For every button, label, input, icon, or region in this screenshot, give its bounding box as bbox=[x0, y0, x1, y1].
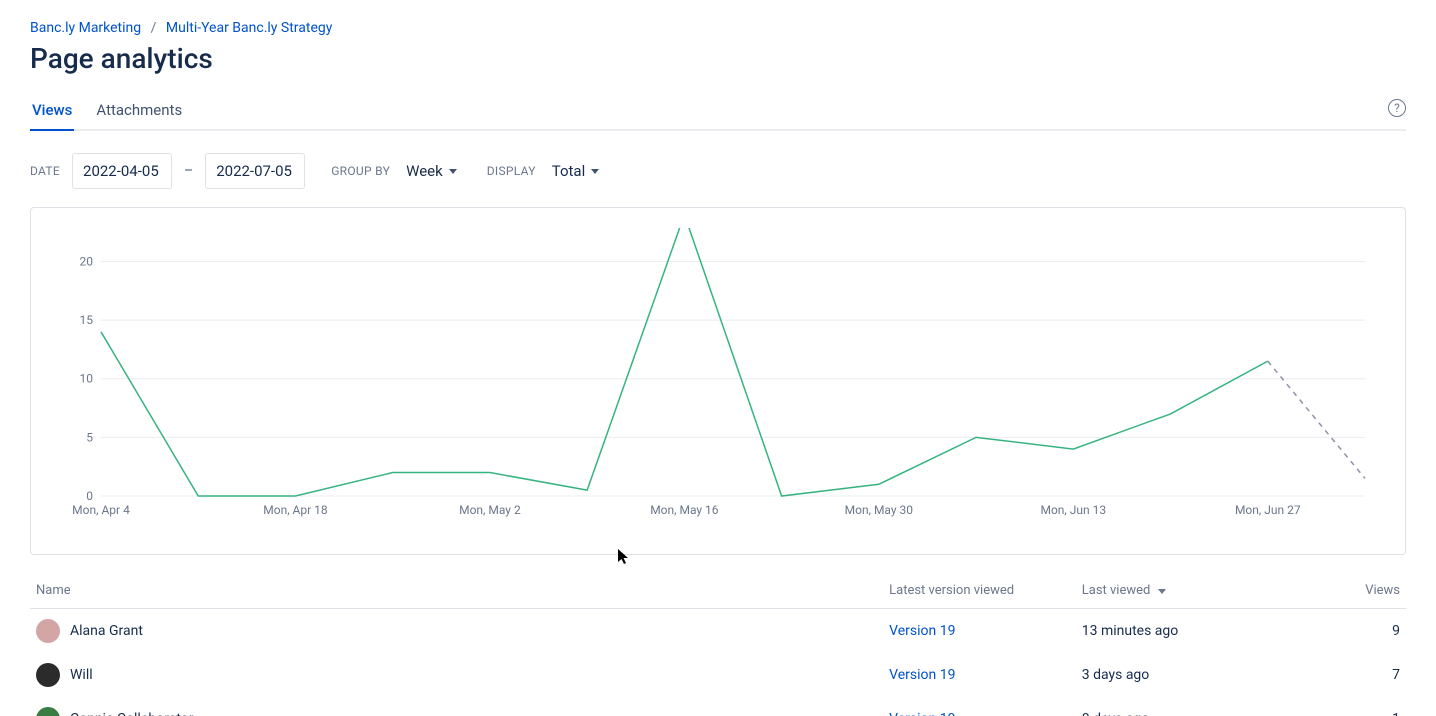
help-icon[interactable]: ? bbox=[1388, 99, 1406, 117]
viewers-table: Name Latest version viewed Last viewed V… bbox=[30, 575, 1406, 716]
display-select[interactable]: Total bbox=[548, 156, 604, 186]
filter-bar: DATE 2022-04-05 – 2022-07-05 GROUP BY We… bbox=[30, 131, 1406, 207]
views-count: 9 bbox=[1296, 609, 1406, 654]
svg-text:Mon, Apr 4: Mon, Apr 4 bbox=[72, 503, 130, 517]
date-label: DATE bbox=[30, 164, 60, 178]
sort-descending-icon bbox=[1158, 589, 1166, 594]
viewer-name: Will bbox=[70, 667, 93, 683]
last-viewed-value: 3 days ago bbox=[1076, 653, 1296, 697]
svg-text:15: 15 bbox=[80, 313, 94, 327]
svg-text:0: 0 bbox=[86, 489, 93, 503]
views-chart: 0 5 10 15 20 Mon, Apr 4 Mon, Apr 18 Mon, May 2 M… bbox=[30, 207, 1406, 555]
views-count: 7 bbox=[1296, 653, 1406, 697]
svg-text:Mon, May 2: Mon, May 2 bbox=[459, 503, 521, 517]
breadcrumb-link-space[interactable]: Banc.ly Marketing bbox=[30, 20, 141, 36]
date-to-input[interactable]: 2022-07-05 bbox=[205, 153, 305, 189]
chevron-down-icon bbox=[449, 169, 457, 174]
svg-text:5: 5 bbox=[86, 430, 93, 444]
col-header-last-viewed-label: Last viewed bbox=[1082, 583, 1151, 598]
col-header-views[interactable]: Views bbox=[1296, 575, 1406, 609]
last-viewed-value: 8 days ago bbox=[1076, 697, 1296, 716]
page-title: Page analytics bbox=[30, 42, 1406, 75]
table-row[interactable]: Alana Grant Version 19 13 minutes ago9 bbox=[30, 609, 1406, 654]
avatar bbox=[36, 663, 60, 687]
version-link[interactable]: Version 19 bbox=[889, 711, 955, 716]
date-range-dash: – bbox=[184, 163, 193, 179]
version-link[interactable]: Version 19 bbox=[889, 667, 955, 683]
avatar bbox=[36, 707, 60, 716]
svg-text:Mon, Jun 27: Mon, Jun 27 bbox=[1235, 503, 1301, 517]
tab-attachments[interactable]: Attachments bbox=[94, 93, 184, 129]
avatar bbox=[36, 619, 60, 643]
col-header-last-viewed[interactable]: Last viewed bbox=[1076, 575, 1296, 609]
tabs: Views Attachments ? bbox=[30, 93, 1406, 131]
breadcrumb-link-page[interactable]: Multi-Year Banc.ly Strategy bbox=[166, 20, 332, 36]
svg-text:20: 20 bbox=[80, 254, 94, 268]
groupby-select[interactable]: Week bbox=[402, 156, 461, 186]
table-row[interactable]: Connie Collaborator Version 19 8 days ago1 bbox=[30, 697, 1406, 716]
svg-text:10: 10 bbox=[80, 372, 94, 386]
version-link[interactable]: Version 19 bbox=[889, 623, 955, 639]
svg-text:Mon, May 30: Mon, May 30 bbox=[845, 503, 914, 517]
table-row[interactable]: Will Version 19 3 days ago7 bbox=[30, 653, 1406, 697]
last-viewed-value: 13 minutes ago bbox=[1076, 609, 1296, 654]
chevron-down-icon bbox=[591, 169, 599, 174]
display-value: Total bbox=[552, 162, 586, 180]
svg-text:Mon, Apr 18: Mon, Apr 18 bbox=[263, 503, 328, 517]
svg-text:Mon, Jun 13: Mon, Jun 13 bbox=[1040, 503, 1106, 517]
col-header-name[interactable]: Name bbox=[30, 575, 883, 609]
tab-views[interactable]: Views bbox=[30, 93, 74, 129]
groupby-value: Week bbox=[406, 162, 443, 180]
svg-text:Mon, May 16: Mon, May 16 bbox=[650, 503, 719, 517]
viewer-name: Alana Grant bbox=[70, 623, 143, 639]
display-label: DISPLAY bbox=[487, 164, 536, 178]
views-count: 1 bbox=[1296, 697, 1406, 716]
col-header-version[interactable]: Latest version viewed bbox=[883, 575, 1076, 609]
date-from-input[interactable]: 2022-04-05 bbox=[72, 153, 172, 189]
line-chart-svg: 0 5 10 15 20 Mon, Apr 4 Mon, Apr 18 Mon, May 2 M… bbox=[61, 228, 1375, 524]
viewer-name: Connie Collaborator bbox=[70, 711, 193, 716]
breadcrumb-separator: / bbox=[151, 20, 157, 36]
groupby-label: GROUP BY bbox=[331, 164, 390, 178]
breadcrumb: Banc.ly Marketing / Multi-Year Banc.ly S… bbox=[30, 20, 1406, 36]
